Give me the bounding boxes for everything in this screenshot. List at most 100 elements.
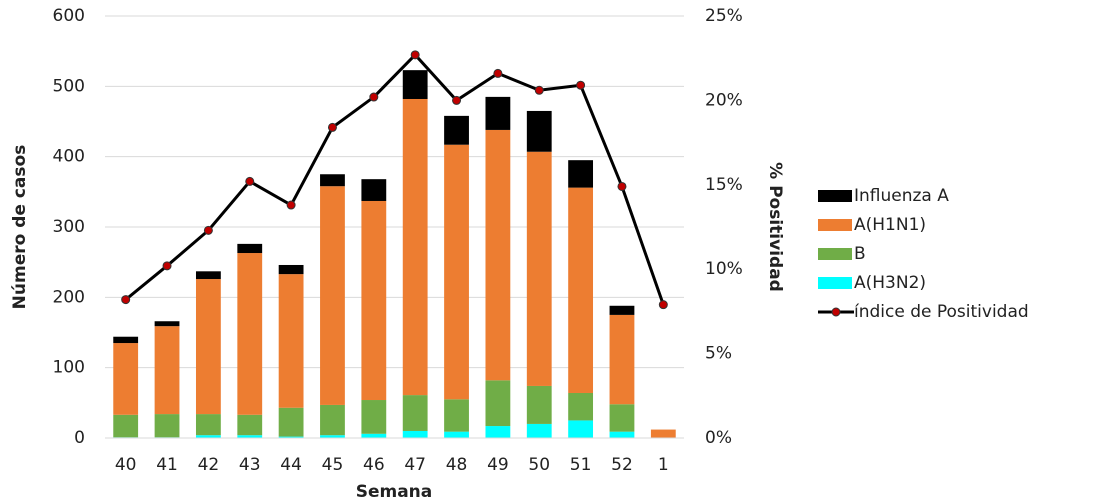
bar-segment [526,423,552,438]
line-marker [121,295,131,305]
bar-segment [361,400,387,434]
bar-segment [444,144,469,400]
bar-segment [113,336,139,344]
bar-segment [237,414,263,436]
bar-segment [609,314,635,405]
bar-segment [278,436,304,438]
y-tick-label: 400 [53,147,85,167]
legend-marker [831,307,841,317]
bar-segment [526,385,552,424]
bar-segment [237,435,263,438]
bar-segment [278,264,304,275]
bar-segment [485,380,511,427]
legend-label: índice de Positividad [854,302,1029,322]
x-axis-title: Semana [356,482,433,502]
line-marker [369,92,379,102]
x-tick-label: 43 [239,455,261,475]
line-marker [245,176,255,186]
bar-segment [113,343,139,415]
legend-swatch [818,248,852,260]
bar-segment [402,98,428,396]
line-marker [162,261,172,271]
line [124,52,665,306]
y-tick-label: 600 [53,6,85,26]
bar-segment [444,431,469,438]
line-marker [617,181,627,191]
bar-segment [444,115,469,145]
bar-segment [278,407,304,437]
x-tick-label: 42 [198,455,220,475]
bar-segment [320,174,345,187]
bar-segment [278,274,304,408]
bar-segment [113,414,139,438]
bar-segment [526,151,552,386]
bar-segment [361,179,387,201]
line-marker [203,225,213,235]
bar-segment [237,253,263,415]
bar-segment [154,321,180,327]
y2-axis-title: % Positividad [765,162,785,292]
x-tick-label: 47 [404,455,426,475]
line-marker [534,85,544,95]
bar-segment [361,200,387,401]
bar-segment [526,110,552,152]
y2-tick-label: 0% [705,428,732,448]
legend-swatch [818,277,852,289]
x-tick-label: 44 [280,455,302,475]
bar-segment [195,435,221,438]
bar-segment [609,404,635,432]
bar-segment [320,186,345,405]
x-tick-label: 45 [322,455,344,475]
bar-segment [609,305,635,315]
y2-tick-label: 25% [705,6,743,26]
legend-swatch [818,219,852,231]
bar-segment [568,160,594,188]
legend-label: B [854,244,866,264]
line-marker [410,50,420,60]
line-marker [327,122,337,132]
legend-label: A(H1N1) [854,215,926,235]
bar-segment [485,96,511,130]
legend-label: Influenza A [854,186,949,206]
bar-segment [154,414,180,438]
legend-swatch [818,190,852,202]
x-tick-label: 51 [570,455,592,475]
y-tick-label: 200 [53,287,85,307]
y-tick-label: 0 [74,428,85,448]
bar-segment [402,395,428,431]
bar-segment [568,392,594,421]
x-tick-label: 49 [487,455,509,475]
bar-segment [320,404,345,436]
bar-segment [444,399,469,432]
x-tick-label: 46 [363,455,385,475]
bar-segment [154,326,180,415]
line-marker [576,80,586,90]
x-tick-label: 41 [156,455,178,475]
line-marker [493,68,503,78]
bar-segment [195,271,221,280]
y-tick-label: 100 [53,358,85,378]
bar-segment [402,430,428,438]
bar-segment [402,70,428,99]
x-tick-label: 40 [115,455,137,475]
y2-tick-label: 15% [705,175,743,195]
bar-segment [609,431,635,438]
line-marker [452,95,462,105]
bar-segment [195,414,221,436]
legend-label: A(H3N2) [854,273,926,293]
x-tick-label: 52 [611,455,633,475]
bar-segment [361,433,387,438]
y-tick-label: 500 [53,76,85,96]
bar-segment [650,429,676,438]
y2-tick-label: 5% [705,344,732,364]
bar-segment [320,435,345,438]
y-axis-title: Número de casos [10,145,30,310]
x-tick-label: 1 [658,455,669,475]
y2-tick-label: 10% [705,259,743,279]
line-marker [658,300,668,310]
bar-segment [237,243,263,254]
bar-segment [485,426,511,438]
bar-segment [568,420,594,438]
y2-tick-label: 20% [705,90,743,110]
